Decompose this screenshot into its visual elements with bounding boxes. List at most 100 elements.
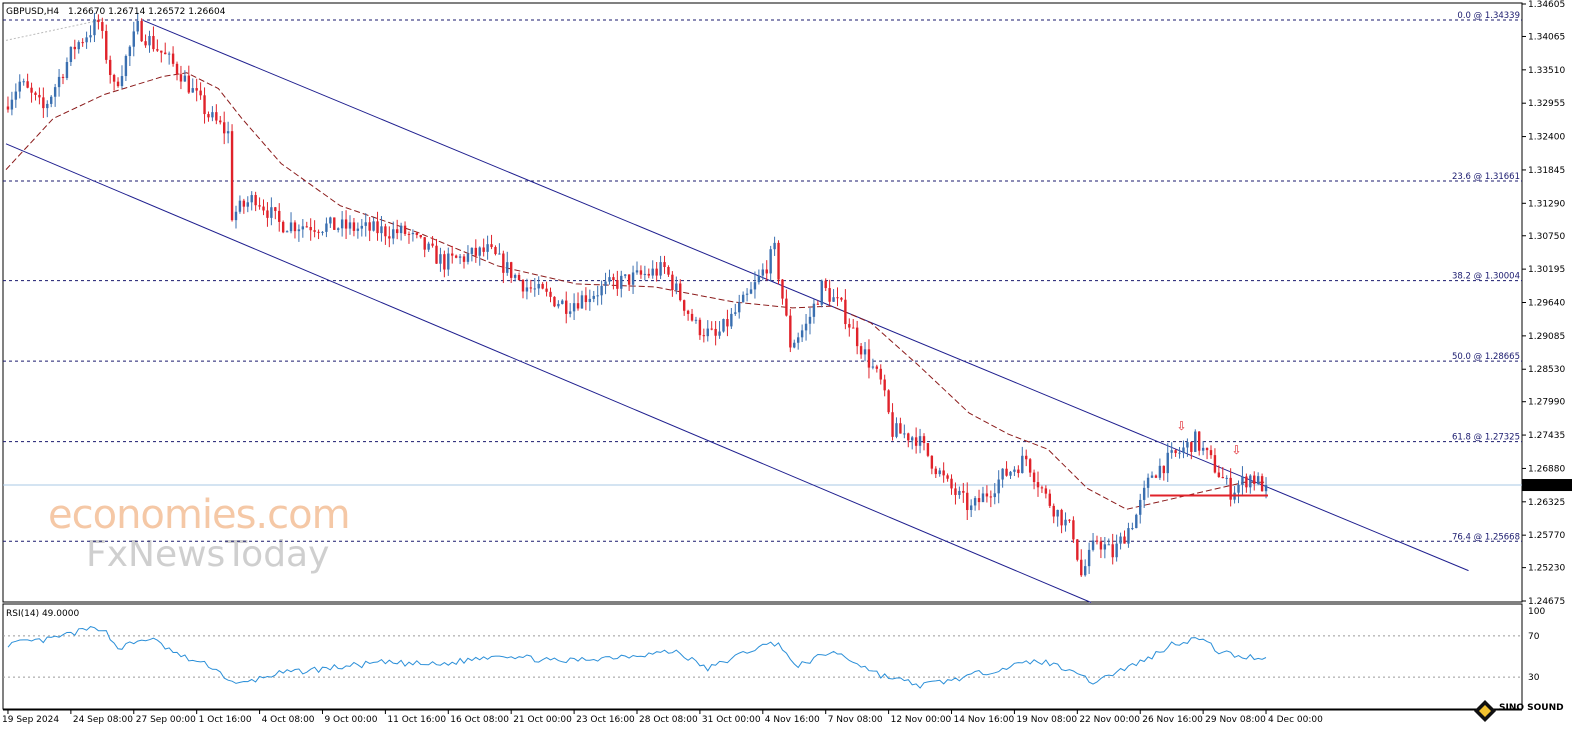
bear-candle	[199, 82, 202, 100]
bear-candle	[101, 17, 104, 39]
bear-candle	[667, 265, 670, 277]
time-tick-label: 19 Nov 08:00	[1016, 715, 1077, 725]
bull-candle	[997, 470, 1000, 504]
bear-candle	[1260, 473, 1264, 492]
bear-candle	[828, 279, 831, 306]
bull-candle	[289, 212, 293, 234]
bull-candle	[439, 247, 442, 272]
candle-body	[690, 313, 694, 321]
bear-candle	[368, 217, 371, 242]
candle-body	[655, 268, 658, 276]
candle-body	[301, 226, 305, 230]
bear-candle	[627, 274, 631, 291]
bear-candle	[698, 317, 702, 340]
candle-body	[26, 81, 29, 88]
bear-candle	[529, 279, 533, 293]
bear-candle	[541, 282, 544, 290]
candle-body	[1036, 482, 1040, 488]
bear-candle	[859, 343, 863, 359]
bear-candle	[108, 55, 112, 84]
candle-body	[144, 41, 147, 46]
bear-candle	[313, 220, 316, 238]
candle-body	[1072, 520, 1075, 540]
bear-candle	[1076, 539, 1079, 562]
candle-body	[93, 19, 96, 36]
candle-body	[124, 56, 128, 77]
bear-candle	[344, 210, 348, 240]
bear-candle	[112, 73, 116, 91]
candle-body	[1182, 447, 1185, 453]
candle-body	[950, 478, 953, 489]
time-tick-label: 19 Sep 2024	[2, 715, 59, 725]
bull-candle	[761, 263, 765, 281]
bear-candle	[219, 115, 222, 125]
bear-candle	[1048, 489, 1052, 509]
time-tick-label: 24 Sep 08:00	[73, 715, 133, 725]
candle-body	[281, 221, 285, 233]
bull-candle	[466, 245, 470, 265]
bull-candle	[191, 78, 194, 93]
candle-body	[1040, 487, 1044, 489]
candle-body	[1115, 543, 1118, 558]
bear-candle	[6, 96, 10, 113]
candle-body	[148, 36, 151, 46]
bear-candle	[30, 82, 33, 103]
candle-body	[254, 195, 257, 206]
candle-body	[741, 294, 745, 303]
candle-body	[1201, 447, 1205, 451]
candle-body	[211, 112, 214, 118]
bull-candle	[1249, 474, 1252, 494]
candle-body	[1135, 514, 1138, 529]
candle-body	[73, 46, 77, 50]
candle-body	[852, 327, 855, 329]
price-tick-label: 1.30750	[1528, 232, 1565, 242]
bull-candle	[1150, 471, 1154, 479]
bear-candle	[482, 238, 485, 257]
candle-body	[105, 30, 108, 60]
bull-candle	[1170, 442, 1173, 459]
bull-candle	[321, 231, 324, 236]
bull-candle	[348, 215, 352, 235]
bear-candle	[1099, 537, 1103, 559]
candle-body	[812, 303, 816, 317]
bear-candle	[848, 318, 851, 337]
bear-candle	[679, 279, 682, 302]
candle-body	[411, 232, 415, 235]
candle-body	[879, 368, 882, 380]
candle-body	[399, 225, 403, 234]
candle-body	[462, 256, 466, 262]
candle-body	[541, 283, 544, 289]
candle-body	[419, 234, 422, 238]
bear-candle	[97, 14, 100, 30]
bear-candle	[1005, 461, 1008, 477]
candle-body	[297, 229, 301, 232]
candle-body	[714, 328, 717, 336]
price-tick-label: 1.28530	[1528, 365, 1565, 375]
candle-body	[572, 303, 576, 312]
candle-body	[435, 245, 438, 264]
candle-body	[997, 479, 1000, 494]
bull-candle	[1001, 468, 1004, 488]
bull-candle	[364, 213, 367, 237]
bull-candle	[1009, 470, 1012, 479]
candle-body	[407, 233, 411, 235]
current-price-label: 1.26604	[1526, 482, 1567, 492]
bull-candle	[718, 321, 721, 339]
bear-candle	[195, 78, 198, 102]
candle-body	[824, 280, 827, 289]
candle-body	[1260, 476, 1264, 492]
logo-text: SINO SOUND	[1499, 703, 1564, 713]
bull-candle	[329, 216, 332, 228]
bear-candle	[576, 292, 580, 311]
candle-body	[1009, 471, 1012, 476]
bull-candle	[1107, 538, 1110, 546]
candle-body	[270, 207, 273, 218]
candle-body	[344, 219, 348, 229]
candle-body	[840, 297, 843, 300]
candle-body	[140, 20, 143, 42]
candle-body	[1217, 472, 1221, 478]
bear-candle	[1213, 448, 1217, 474]
candle-body	[738, 302, 741, 313]
bear-candle	[140, 18, 143, 43]
bear-candle	[164, 42, 167, 55]
